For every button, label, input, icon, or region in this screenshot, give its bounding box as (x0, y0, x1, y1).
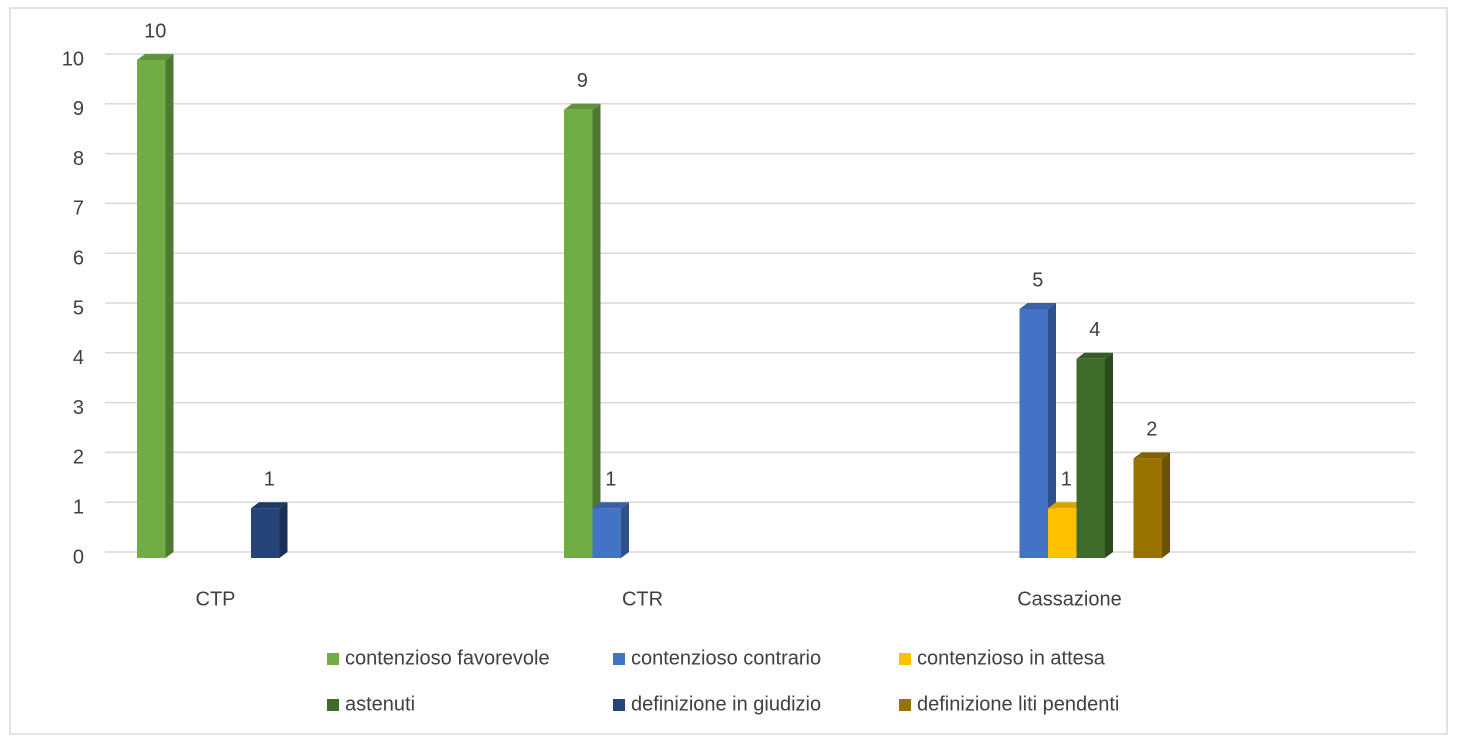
legend-swatch (613, 653, 625, 665)
y-tick-label: 6 (73, 247, 84, 269)
legend-label: contenzioso favorevole (345, 647, 550, 669)
data-label: 1 (1061, 468, 1072, 490)
bar-side (279, 502, 288, 558)
bar (137, 60, 166, 558)
data-label: 1 (605, 468, 616, 490)
data-label: 4 (1089, 319, 1100, 341)
legend-label: contenzioso in attesa (917, 647, 1106, 669)
legend-label: definizione in giudizio (631, 693, 821, 715)
y-tick-label: 9 (73, 98, 84, 120)
y-tick-label: 2 (73, 447, 84, 469)
legend-swatch (613, 699, 625, 711)
legend-swatch (899, 699, 911, 711)
data-label: 10 (144, 20, 166, 42)
x-tick-label: CTR (622, 588, 663, 610)
legend-swatch (327, 653, 339, 665)
data-label: 1 (264, 468, 275, 490)
bar (564, 109, 593, 559)
bar-side (1162, 452, 1170, 558)
legend-label: contenzioso contrario (631, 647, 821, 669)
legend-label: definizione liti pendenti (917, 693, 1119, 715)
bar (1076, 358, 1105, 558)
y-tick-label: 4 (73, 347, 84, 369)
bar-side (592, 103, 601, 559)
data-label: 2 (1146, 419, 1157, 441)
x-tick-label: CTP (196, 588, 236, 610)
y-tick-label: 0 (73, 546, 84, 568)
legend-swatch (327, 699, 339, 711)
legend-label: astenuti (345, 693, 415, 715)
bar-top (251, 502, 288, 509)
y-tick-label: 1 (73, 496, 84, 518)
y-tick-label: 5 (73, 297, 84, 319)
x-tick-label: Cassazione (1017, 588, 1122, 610)
y-tick-label: 8 (73, 148, 84, 170)
bar-side (1048, 303, 1056, 558)
bar-top (1133, 452, 1170, 459)
y-tick-label: 10 (62, 48, 84, 70)
bar-top (1076, 352, 1113, 359)
bar (1019, 309, 1048, 558)
legend-swatch (899, 653, 911, 665)
bar (251, 508, 280, 558)
data-label: 9 (577, 70, 588, 92)
bar-top (137, 54, 174, 60)
bar-side (1105, 352, 1113, 558)
bar (1133, 458, 1162, 558)
bar-top (1019, 303, 1056, 309)
bar-side (165, 54, 174, 558)
bar (592, 508, 621, 558)
bar-top (564, 103, 601, 110)
chart-border (9, 7, 1448, 735)
bar-top (1048, 502, 1085, 509)
bar (1048, 508, 1077, 558)
y-tick-label: 3 (73, 397, 84, 419)
bar-top (592, 502, 629, 509)
y-tick-label: 7 (73, 198, 84, 220)
data-label: 5 (1032, 269, 1043, 291)
bar-side (621, 502, 629, 558)
